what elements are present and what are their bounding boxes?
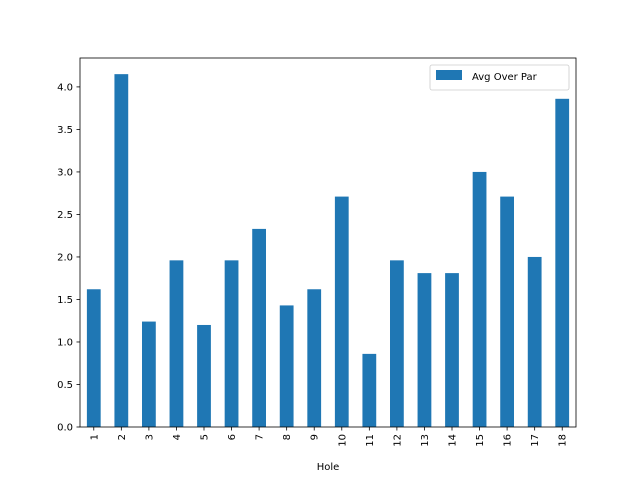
x-tick-label: 11 [365, 434, 376, 447]
x-tick-label: 1 [89, 434, 100, 440]
bar-hole-5 [197, 324, 211, 427]
x-tick-label: 13 [420, 434, 431, 447]
y-tick-label: 0.5 [57, 380, 73, 391]
bar-hole-1 [86, 289, 101, 427]
bar-hole-6 [224, 260, 239, 427]
bar-hole-17 [527, 256, 542, 427]
x-tick-label: 3 [144, 434, 155, 440]
bar-hole-18 [555, 98, 570, 427]
x-tick-label: 7 [255, 434, 266, 440]
y-tick-label: 1.0 [57, 337, 73, 348]
y-tick-label: 1.5 [57, 295, 73, 306]
legend: Avg Over Par [429, 64, 570, 91]
x-tick-label: 18 [558, 434, 569, 447]
bar-hole-8 [279, 305, 294, 427]
legend-label: Avg Over Par [472, 72, 538, 83]
bars-layer [86, 74, 570, 428]
legend-box [429, 64, 570, 91]
x-tick-label: 12 [392, 434, 403, 447]
bar-hole-3 [142, 321, 156, 427]
bar-hole-7 [252, 228, 266, 427]
bar-hole-13 [417, 273, 432, 427]
y-tick-label: 3.0 [57, 167, 73, 178]
bar-hole-10 [334, 196, 349, 427]
legend-swatch [436, 70, 462, 80]
x-tick-label: 10 [337, 434, 348, 447]
bar-hole-14 [445, 273, 459, 427]
x-tick-label: 15 [475, 434, 486, 447]
y-tick-label: 4.0 [57, 82, 73, 93]
bar-hole-11 [362, 353, 377, 427]
x-axis: 1 2 3 4 5 6 7 8 9 10 11 12 13 14 15 16 17 18 [89, 427, 569, 447]
y-tick-label: 2.5 [57, 210, 73, 221]
x-tick-label: 16 [503, 434, 514, 447]
x-axis-label: Hole [317, 462, 340, 473]
plot-frame [79, 57, 577, 428]
bar-hole-12 [390, 260, 404, 427]
x-tick-label: 9 [310, 434, 321, 440]
y-tick-label: 0.0 [57, 423, 73, 434]
x-tick-label: 17 [530, 434, 541, 447]
x-tick-label: 6 [227, 434, 238, 440]
bar-hole-4 [169, 260, 184, 427]
bar-hole-9 [307, 289, 322, 427]
bar-hole-15 [472, 171, 487, 427]
bar-hole-2 [114, 74, 129, 428]
y-tick-label: 2.0 [57, 252, 73, 263]
x-tick-label: 8 [282, 434, 293, 440]
x-tick-label: 5 [200, 434, 211, 440]
y-tick-label: 3.5 [57, 125, 73, 136]
x-tick-label: 2 [117, 434, 128, 440]
bar-hole-16 [500, 196, 514, 427]
y-axis: 0.0 0.5 1.0 1.5 2.0 2.5 3.0 3.5 4.0 [57, 82, 80, 434]
x-tick-label: 4 [172, 434, 183, 440]
x-tick-label: 14 [448, 434, 459, 447]
